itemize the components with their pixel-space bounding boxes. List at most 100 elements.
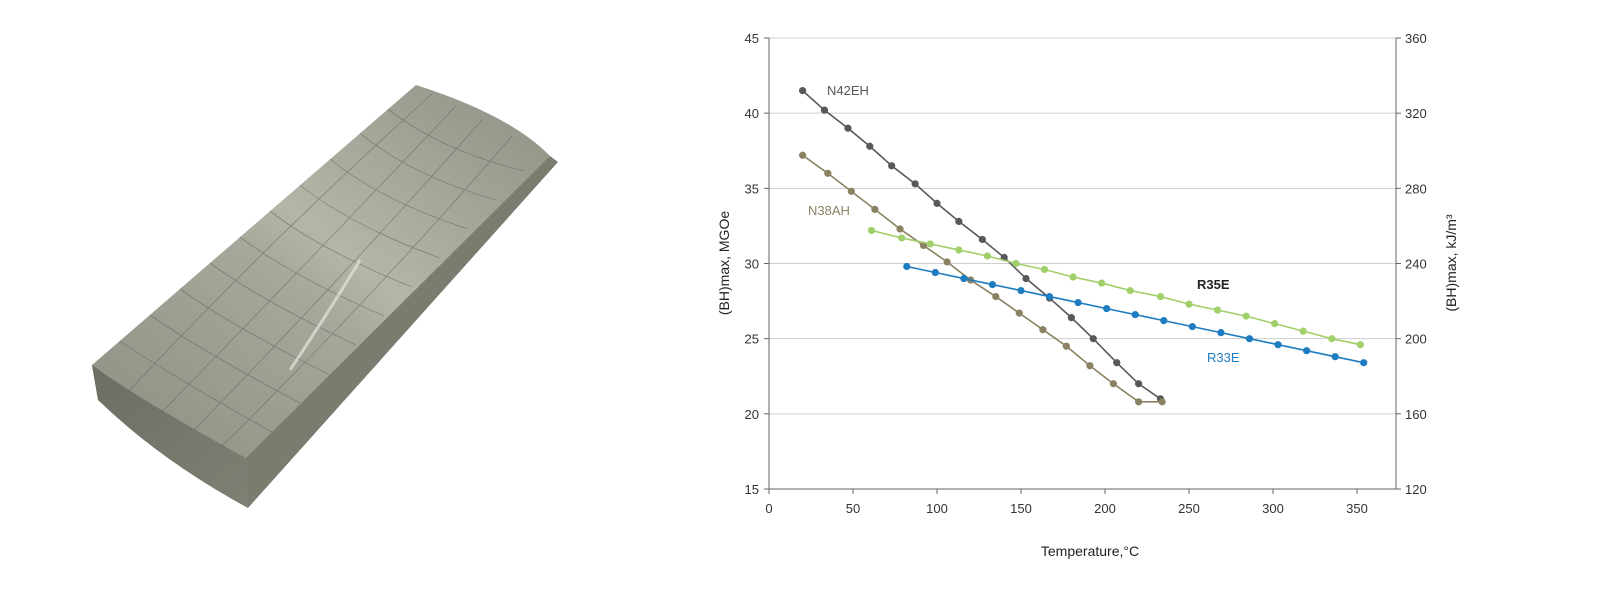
data-point-r33e — [1217, 329, 1225, 337]
data-point-r35e — [1356, 341, 1364, 349]
tick-labels: 15 120 20 160 25 200 30 240 35 280 40 320 45 360 0 50 10… — [745, 31, 1427, 516]
data-point-r35e — [1098, 279, 1106, 287]
data-point-n42eh — [911, 180, 919, 188]
data-point-r35e — [1185, 300, 1193, 308]
y-tick-label: 30 — [745, 257, 759, 272]
bhmax-temperature-chart: 15 120 20 160 25 200 30 240 35 280 40 320 45 360 0 50 10… — [700, 0, 1597, 596]
y2-tick-label: 320 — [1405, 106, 1427, 121]
axes — [764, 37, 1401, 494]
x-tick-label: 250 — [1178, 501, 1200, 516]
y2-tick-label: 280 — [1405, 181, 1427, 196]
data-point-n38ah — [1015, 309, 1023, 317]
data-point-n38ah — [799, 151, 807, 159]
data-point-r33e — [1188, 323, 1196, 331]
data-point-n38ah — [847, 187, 855, 195]
data-point-n38ah — [1109, 380, 1117, 388]
data-point-n38ah — [1039, 326, 1047, 334]
data-point-n38ah — [1158, 398, 1166, 406]
data-point-n42eh — [933, 199, 941, 207]
data-point-n42eh — [888, 162, 896, 170]
y2-axis-title: (BH)max, kJ/m³ — [1443, 214, 1459, 312]
data-point-r35e — [1156, 292, 1165, 301]
magnet-grid — [119, 93, 525, 447]
data-point-r33e — [1274, 341, 1282, 349]
x-tick-label: 200 — [1094, 501, 1116, 516]
data-point-r33e — [1074, 298, 1082, 307]
series-label-n42eh: N42EH — [827, 83, 869, 98]
data-point-n42eh — [820, 106, 829, 114]
data-point-r35e — [1126, 286, 1134, 295]
data-point-r35e — [898, 234, 906, 242]
y-tick-label: 45 — [745, 31, 759, 46]
data-point-r35e — [1328, 335, 1336, 343]
y-tick-label: 25 — [745, 332, 759, 347]
data-point-r33e — [988, 280, 997, 289]
y2-tick-label: 360 — [1405, 31, 1427, 46]
data-point-n38ah — [896, 225, 904, 233]
series-line-r35e — [871, 229, 1361, 346]
data-point-n38ah — [824, 169, 832, 177]
data-point-n38ah — [871, 205, 879, 213]
data-point-r33e — [1103, 305, 1111, 313]
data-point-r33e — [960, 274, 968, 283]
data-point-r33e — [1017, 286, 1025, 295]
data-point-n42eh — [1089, 335, 1097, 343]
data-point-n42eh — [866, 142, 874, 150]
series-labels: N42EH N38AH R35E R33E — [808, 83, 1240, 365]
magnet-photo — [80, 70, 580, 530]
data-point-r35e — [983, 252, 991, 260]
data-point-n42eh — [844, 124, 852, 132]
data-point-n42eh — [1022, 274, 1030, 283]
data-point-r35e — [1012, 259, 1020, 268]
data-point-r35e — [1271, 320, 1279, 328]
data-point-r35e — [1299, 327, 1307, 335]
data-point-r35e — [867, 226, 876, 235]
magnet-highlight — [288, 259, 362, 371]
data-point-n42eh — [799, 87, 807, 95]
y-tick-label: 15 — [745, 482, 759, 497]
series-line-n38ah — [802, 154, 1163, 403]
y-tick-label: 40 — [745, 106, 759, 121]
x-tick-label: 50 — [846, 501, 860, 516]
x-tick-label: 150 — [1010, 501, 1032, 516]
data-point-r35e — [1069, 273, 1077, 281]
data-point-n42eh — [978, 235, 986, 244]
data-point-n38ah — [1062, 342, 1070, 350]
data-point-r35e — [1040, 265, 1049, 274]
data-point-r33e — [1245, 335, 1254, 343]
y2-tick-label: 200 — [1405, 332, 1427, 347]
data-point-r35e — [1242, 312, 1250, 320]
data-point-r35e — [955, 246, 963, 254]
data-point-n38ah — [1086, 362, 1094, 370]
series-label-r33e: R33E — [1207, 350, 1240, 365]
series-label-n38ah: N38AH — [808, 203, 850, 218]
data-point-r33e — [1045, 292, 1054, 301]
x-tick-label: 350 — [1346, 501, 1368, 516]
data-point-r35e — [926, 240, 934, 248]
data-point-n42eh — [1135, 380, 1143, 388]
data-point-n38ah — [1135, 398, 1143, 406]
data-point-n38ah — [992, 292, 1000, 301]
data-point-r33e — [1131, 311, 1139, 319]
data-point-r33e — [931, 268, 939, 277]
magnet-end-face — [92, 365, 248, 508]
data-point-n38ah — [943, 258, 951, 266]
chart-canvas: 15 120 20 160 25 200 30 240 35 280 40 320 45 360 0 50 10… — [716, 31, 1459, 559]
x-axis-title: Temperature,°C — [1041, 543, 1139, 559]
x-tick-label: 300 — [1262, 501, 1284, 516]
data-point-n42eh — [1113, 359, 1121, 367]
series-line-n42eh — [802, 90, 1161, 400]
magnet-segment-image — [92, 85, 558, 508]
series-label-r35e: R35E — [1197, 277, 1230, 292]
data-point-r33e — [1360, 359, 1368, 367]
y2-tick-label: 120 — [1405, 482, 1427, 497]
series-layer — [799, 87, 1368, 406]
y2-tick-label: 160 — [1405, 407, 1427, 422]
grid-lines — [769, 37, 1396, 490]
data-point-n42eh — [1067, 314, 1075, 322]
data-point-r33e — [1331, 353, 1339, 361]
x-tick-label: 0 — [765, 501, 772, 516]
y2-tick-label: 240 — [1405, 257, 1427, 272]
y-tick-label: 35 — [745, 181, 759, 196]
data-point-r33e — [903, 262, 911, 271]
